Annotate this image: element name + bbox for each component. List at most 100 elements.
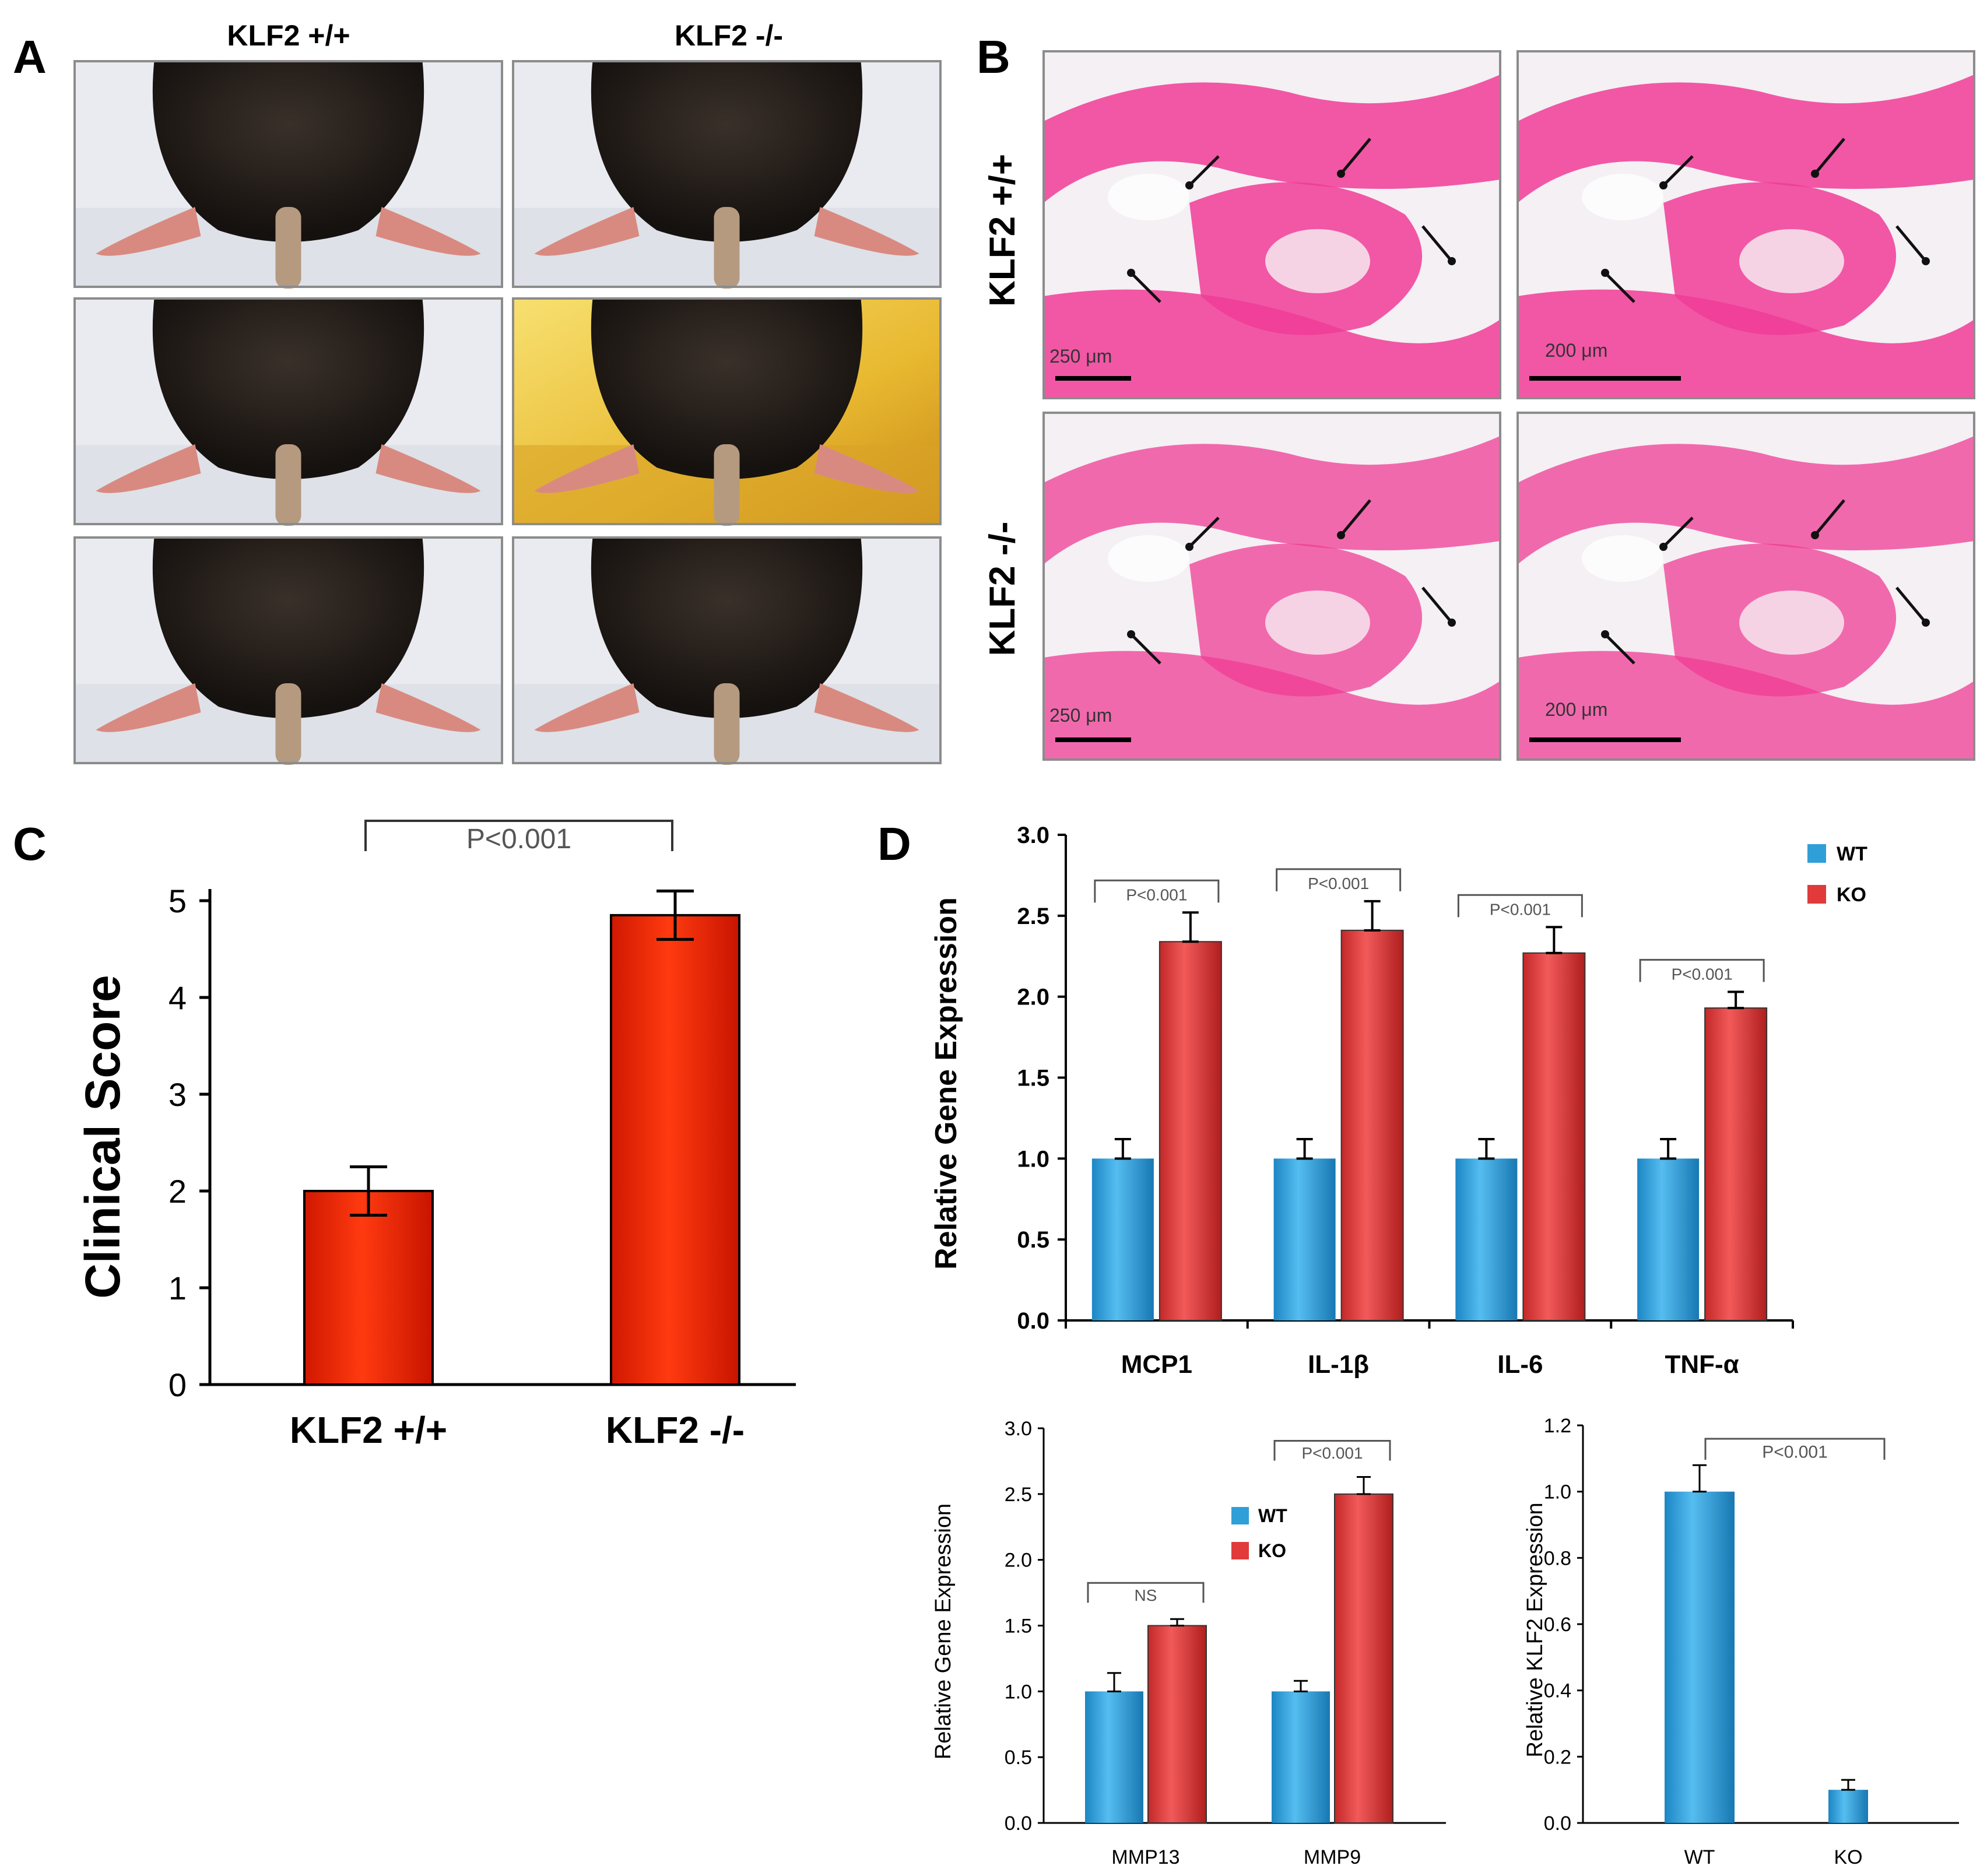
- y-tick-label: 0: [168, 1366, 187, 1403]
- bar-klf2: [1665, 1491, 1735, 1823]
- mouse-photo: [512, 536, 942, 765]
- photo-frame: [73, 60, 503, 288]
- y-tick-label: 0.4: [1544, 1680, 1571, 1702]
- mouse-right-paw: [375, 207, 481, 256]
- histology-frame: [1042, 50, 1501, 399]
- x-tick-label: KLF2 +/+: [290, 1409, 447, 1451]
- arrow-head: [1922, 619, 1930, 627]
- histology-image: [1042, 412, 1501, 761]
- y-tick-label: 0.0: [1005, 1812, 1032, 1835]
- bar-ko: [1334, 1493, 1393, 1824]
- arrow-head: [1922, 257, 1930, 265]
- y-tick-label: 1.5: [1005, 1615, 1032, 1638]
- p-value-label: P<0.001: [1126, 886, 1187, 904]
- photo-frame: [73, 536, 503, 764]
- annotation-arrow: [1895, 586, 1927, 624]
- y-axis-label: Relative Gene Expression: [929, 897, 963, 1270]
- histology-frame: [1516, 412, 1975, 761]
- mouse-left-paw: [96, 207, 201, 256]
- mouse-photo: [73, 60, 503, 289]
- annotation-arrow: [1604, 272, 1635, 303]
- annotation-arrow: [1340, 499, 1371, 536]
- marrow-space: [1265, 591, 1370, 655]
- legend-swatch-ko: [1231, 1542, 1249, 1559]
- histology-image: [1042, 50, 1501, 399]
- joint-space: [1582, 174, 1663, 220]
- panel-letter-a: A: [13, 31, 47, 83]
- histology-image: [1516, 412, 1975, 761]
- y-tick-label: 0.2: [1544, 1746, 1571, 1768]
- arrow-head: [1659, 181, 1667, 189]
- scale-label-ko-low: 250 μm: [1049, 705, 1112, 726]
- mouse-body: [152, 61, 424, 242]
- mouse-left-paw: [96, 683, 201, 732]
- tissue-region: [1518, 651, 1974, 760]
- mouse-photo: [73, 536, 503, 765]
- joint-space: [1108, 535, 1189, 582]
- arrow-head: [1337, 170, 1345, 178]
- arrow-head: [1185, 543, 1193, 551]
- y-tick-label: 1.2: [1544, 1415, 1571, 1437]
- y-axis-label: Relative Gene Expression: [931, 1503, 956, 1759]
- p-value-label: P<0.001: [466, 824, 571, 855]
- y-tick-label: 2.5: [1005, 1484, 1032, 1506]
- p-value-label: P<0.001: [1490, 900, 1551, 918]
- mouse-body: [591, 61, 863, 242]
- mouse-tail: [714, 683, 740, 765]
- x-tick-label: KO: [1834, 1846, 1862, 1868]
- y-tick-label: 3.0: [1017, 823, 1049, 848]
- annotation-arrow: [1130, 633, 1161, 665]
- significance-bracket: [364, 820, 673, 851]
- bar-clinical-score: [303, 1190, 434, 1386]
- annotation-arrow: [1421, 225, 1453, 262]
- bar-ko: [1522, 952, 1586, 1321]
- photo-frame: [512, 297, 942, 525]
- p-value-label: P<0.001: [1762, 1442, 1828, 1462]
- mouse-tail: [275, 683, 301, 765]
- y-tick-label: 4: [168, 979, 187, 1016]
- arrow-head: [1185, 181, 1193, 189]
- panel-a-col-wt: KLF2 +/+: [227, 19, 350, 52]
- legend-label-wt: WT: [1837, 843, 1867, 865]
- significance-bracket: [1457, 894, 1583, 918]
- mouse-right-paw: [814, 207, 919, 256]
- scale-bar: [1529, 376, 1681, 381]
- x-tick-label: TNF-α: [1665, 1350, 1739, 1379]
- arrow-head: [1601, 269, 1609, 277]
- y-tick-label: 0.8: [1544, 1547, 1571, 1569]
- photo-frame: [73, 297, 503, 525]
- x-tick-label: MMP13: [1111, 1846, 1179, 1868]
- y-tick-label: 1.0: [1017, 1146, 1049, 1172]
- scale-label-wt-high: 200 μm: [1545, 340, 1607, 361]
- x-tick-label: MMP9: [1304, 1846, 1361, 1868]
- mouse-body: [591, 298, 863, 479]
- annotation-arrow: [1814, 138, 1845, 175]
- tissue-region: [1518, 75, 1974, 203]
- panel-letter-c: C: [13, 818, 47, 870]
- y-tick-label: 0.0: [1017, 1308, 1049, 1334]
- legend-swatch-ko: [1807, 885, 1826, 904]
- y-tick-label: 1.0: [1544, 1481, 1571, 1503]
- mouse-body: [591, 537, 863, 718]
- significance-bracket: [1276, 868, 1402, 891]
- significance-bracket: [1639, 958, 1765, 982]
- arrow-head: [1448, 619, 1456, 627]
- y-tick-label: 1.5: [1017, 1066, 1049, 1091]
- chart-cytokine-expression: 0.0 0.5 1.0 1.5 2.0 2.5 3.0 Relative Gene Expre…: [929, 823, 1867, 1379]
- y-tick-label: 3.0: [1005, 1418, 1032, 1440]
- y-tick-label: 1.0: [1005, 1681, 1032, 1703]
- y-tick-label: 2.0: [1005, 1550, 1032, 1572]
- scale-label-wt-low: 250 μm: [1049, 346, 1112, 367]
- mouse-right-paw: [814, 444, 919, 493]
- mouse-tail: [714, 207, 740, 289]
- legend-label-ko: KO: [1837, 884, 1866, 906]
- annotation-arrow: [1814, 499, 1845, 536]
- significance-bracket: [1704, 1438, 1886, 1460]
- y-axis-label: Relative KLF2 Expression: [1523, 1502, 1547, 1757]
- tissue-region: [1044, 436, 1500, 564]
- chart-clinical-score: 0 1 2 3 4 5 Clinical Score KLF2 +/+ KLF2 -/- P<0.…: [75, 820, 796, 1451]
- histology-image: [1516, 50, 1975, 399]
- arrow-head: [1811, 531, 1819, 539]
- arrow-head: [1811, 170, 1819, 178]
